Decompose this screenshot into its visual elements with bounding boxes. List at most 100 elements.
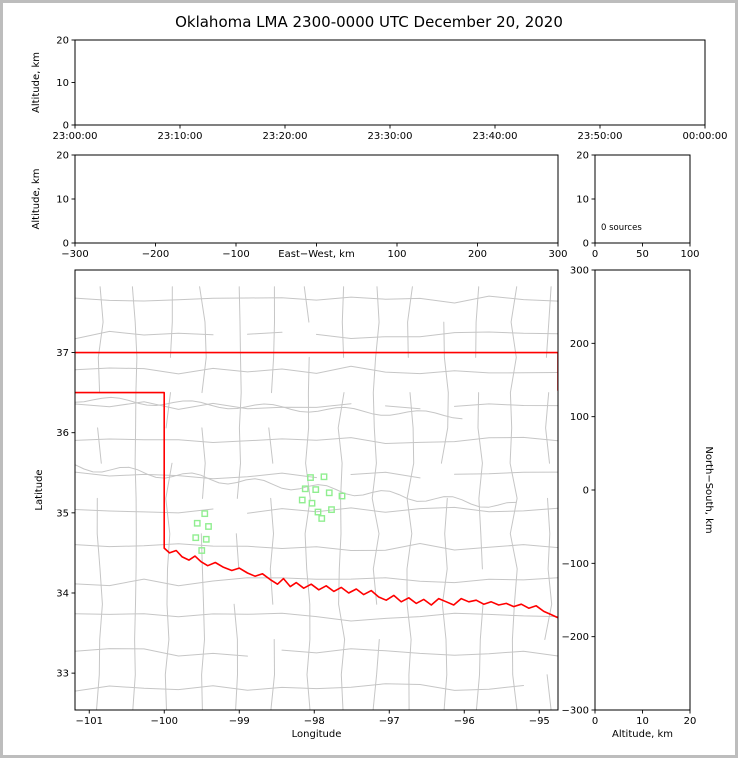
x-tick-label: 100 — [680, 249, 699, 260]
y-tick-label: 34 — [56, 588, 69, 599]
county-line — [75, 365, 558, 375]
x-tick-label: −100 — [222, 249, 249, 260]
y-tick-label: −300 — [562, 706, 589, 717]
county-line — [75, 401, 352, 410]
station-marker — [314, 508, 322, 516]
county-line — [164, 462, 173, 710]
county-line — [385, 405, 421, 410]
x-tick-label: 23:00:00 — [53, 131, 98, 142]
x-tick-label: 23:50:00 — [578, 131, 623, 142]
county-line — [75, 471, 317, 480]
river-line — [75, 464, 517, 508]
time-height-panel — [74, 39, 706, 126]
station-marker — [312, 486, 320, 493]
y-tick-label: −200 — [562, 632, 589, 643]
x-tick-label: −200 — [142, 249, 169, 260]
state-border-main — [75, 391, 558, 619]
station-marker — [298, 496, 306, 504]
station-marker — [198, 547, 206, 554]
county-line — [477, 392, 483, 570]
county-line — [75, 577, 558, 587]
map-ylabel: Latitude — [34, 469, 45, 510]
county-line — [269, 497, 274, 605]
x-tick-label: 300 — [548, 249, 567, 260]
y-tick-label: 37 — [56, 348, 69, 359]
altitude-histogram-panel — [594, 154, 691, 244]
ew-height-panel — [74, 154, 559, 244]
ew-height-xlabel: East−West, km — [278, 249, 354, 260]
y-tick-label: 300 — [570, 266, 589, 277]
county-line — [131, 286, 138, 710]
county-line — [475, 603, 484, 710]
county-line — [75, 648, 248, 657]
y-tick-label: 0 — [63, 121, 69, 132]
county-line — [341, 286, 345, 358]
station-marker — [205, 523, 212, 530]
county-line — [75, 683, 524, 692]
x-tick-label: 0 — [592, 716, 598, 727]
figure-title: Oklahoma LMA 2300-0000 UTC December 20, … — [175, 13, 563, 31]
county-line — [247, 506, 558, 514]
x-tick-label: 23:40:00 — [473, 131, 518, 142]
y-tick-label: 20 — [576, 151, 589, 162]
y-tick-label: 0 — [63, 239, 69, 250]
y-tick-label: 35 — [56, 508, 69, 519]
county-line — [475, 286, 480, 358]
county-line — [406, 392, 415, 710]
county-line — [454, 403, 558, 407]
county-line — [441, 497, 448, 710]
county-line — [200, 533, 205, 710]
county-line — [75, 330, 214, 340]
station-marker — [193, 519, 201, 527]
county-line — [199, 286, 207, 394]
county-line — [247, 331, 283, 335]
county-line — [75, 295, 558, 304]
station-marker — [307, 474, 314, 481]
county-line — [201, 427, 206, 499]
y-tick-label: 0 — [583, 486, 589, 497]
county-line — [233, 603, 238, 710]
x-tick-label: −101 — [76, 716, 103, 727]
y-tick-label: 100 — [570, 412, 589, 423]
x-tick-label: 100 — [387, 249, 406, 260]
x-tick-label: 0 — [592, 249, 598, 260]
y-tick-label: 200 — [570, 339, 589, 350]
y-tick-label: 10 — [56, 195, 69, 206]
x-tick-label: 00:00:00 — [683, 131, 728, 142]
x-tick-label: 23:10:00 — [158, 131, 203, 142]
y-tick-label: 36 — [56, 428, 69, 439]
station-marker — [192, 534, 200, 542]
county-line — [546, 674, 552, 710]
county-line — [544, 497, 553, 640]
county-line — [440, 321, 449, 464]
county-line — [75, 508, 214, 514]
ns-height-ylabel: North−South, km — [703, 446, 714, 533]
county-line — [337, 392, 346, 710]
station-marker — [318, 515, 326, 522]
x-tick-label: −300 — [61, 249, 88, 260]
county-line — [96, 497, 103, 710]
x-tick-label: −95 — [529, 716, 550, 727]
x-tick-label: 200 — [468, 249, 487, 260]
county-line — [165, 392, 171, 429]
x-tick-label: 23:20:00 — [263, 131, 308, 142]
county-line — [316, 331, 558, 339]
station-marker — [328, 506, 335, 514]
x-tick-label: −97 — [379, 716, 400, 727]
ns-height-panel — [594, 269, 691, 711]
county-line — [372, 639, 380, 710]
plan-view-panel — [74, 269, 559, 711]
source-count-annotation: 0 sources — [601, 223, 642, 233]
county-line — [303, 286, 310, 323]
x-tick-label: −100 — [151, 716, 178, 727]
x-tick-label: −98 — [304, 716, 325, 727]
county-line — [169, 286, 173, 358]
county-line — [268, 427, 274, 464]
county-line — [97, 427, 102, 464]
x-tick-label: −96 — [454, 716, 475, 727]
river-line — [75, 396, 463, 420]
county-line — [350, 471, 421, 479]
y-tick-label: 20 — [56, 151, 69, 162]
